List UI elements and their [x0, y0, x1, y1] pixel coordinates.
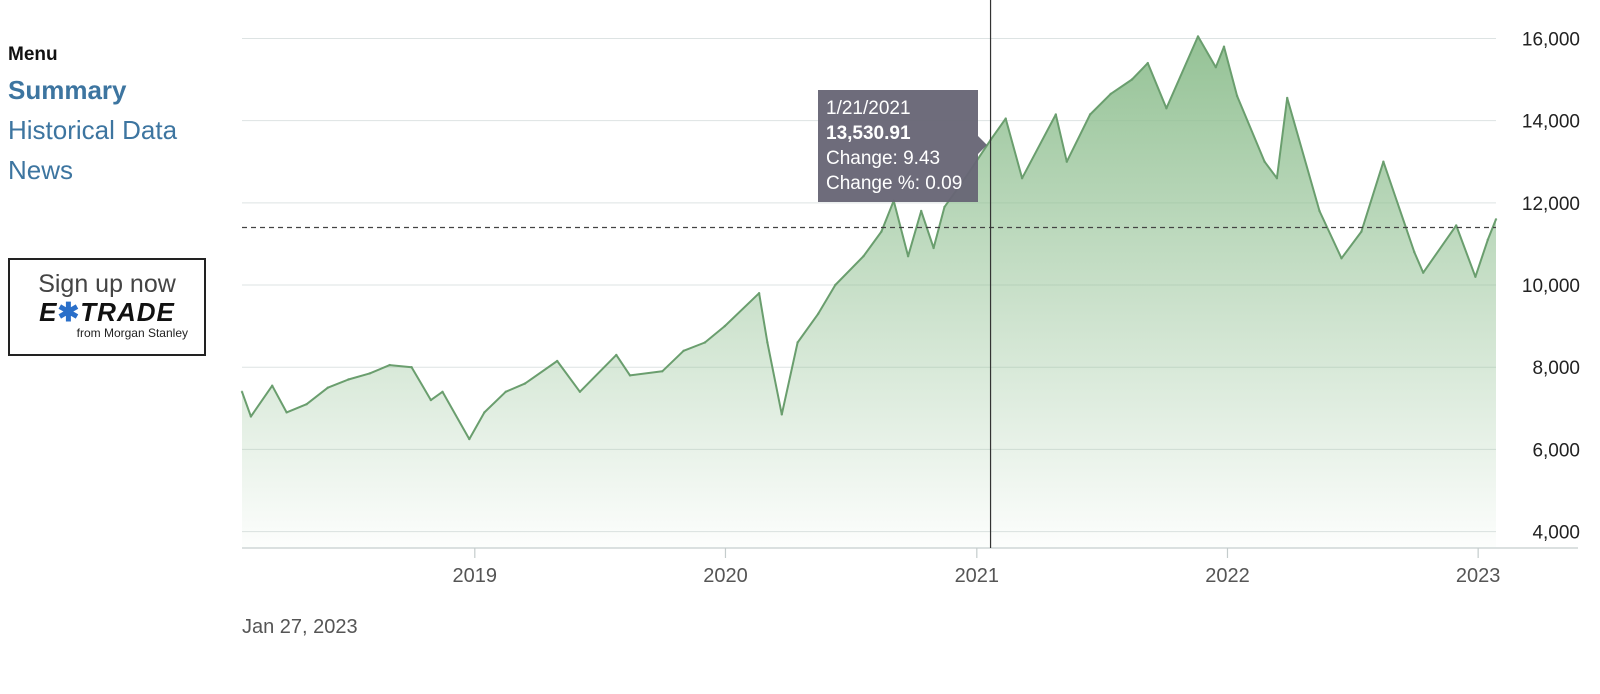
data-point — [1222, 45, 1226, 48]
y-tick-label: 6,000 — [1532, 440, 1580, 461]
etrade-logo: E✱TRADE — [10, 298, 204, 326]
tooltip-arrow — [978, 136, 987, 154]
data-point — [1146, 61, 1150, 65]
data-point — [326, 386, 329, 389]
data-point — [1486, 238, 1490, 241]
menu-heading: Menu — [8, 44, 58, 65]
x-tick-label: 2019 — [453, 565, 498, 587]
data-point — [249, 415, 253, 418]
data-point — [1235, 94, 1239, 98]
data-point — [1318, 209, 1321, 213]
data-point — [347, 378, 350, 381]
menu-item-historical-data[interactable]: Historical Data — [8, 115, 178, 145]
data-point — [1474, 275, 1477, 278]
data-point — [1054, 113, 1058, 116]
data-point — [906, 255, 910, 258]
data-point — [723, 324, 726, 328]
data-point — [271, 384, 274, 387]
data-point — [766, 341, 769, 344]
data-point — [504, 390, 507, 393]
data-point — [1360, 230, 1363, 233]
x-tick-label: 2021 — [955, 565, 1000, 587]
logo-text-right: TRADE — [80, 297, 175, 327]
data-point — [429, 398, 433, 402]
data-point — [483, 411, 486, 414]
data-point — [1422, 271, 1425, 274]
data-point — [1130, 78, 1134, 81]
data-point — [1214, 66, 1218, 69]
x-tick-label: 2022 — [1205, 565, 1250, 587]
y-tick-label: 14,000 — [1522, 112, 1580, 133]
y-tick-label: 12,000 — [1522, 194, 1580, 215]
ad-tagline: from Morgan Stanley — [76, 326, 188, 340]
y-tick-label: 4,000 — [1532, 523, 1580, 544]
etrade-ad-banner[interactable]: Sign up now E✱TRADE from Morgan Stanley — [8, 258, 206, 356]
data-point — [1020, 177, 1024, 180]
data-point — [628, 374, 632, 377]
y-tick-label: 16,000 — [1522, 29, 1580, 50]
data-point — [578, 390, 582, 393]
y-tick-label: 8,000 — [1532, 358, 1580, 379]
sidebar-menu: Menu Summary Historical Data News — [8, 44, 228, 190]
asterisk-star-icon: ✱ — [57, 297, 81, 327]
data-point — [1065, 160, 1069, 163]
tooltip-value: 13,530.91 — [826, 123, 911, 144]
data-point — [880, 230, 883, 233]
ad-cta-text: Sign up now — [38, 270, 176, 298]
data-point — [1165, 107, 1168, 110]
data-point — [817, 312, 820, 315]
data-point — [943, 205, 946, 209]
data-point — [1494, 218, 1498, 221]
data-point — [780, 413, 783, 416]
data-point — [468, 437, 471, 441]
data-point — [1340, 257, 1343, 260]
axis-layer: 4,000 6,000 8,000 10,000 12,000 14,000 16,000 2… — [242, 29, 1580, 587]
as-of-date: Jan 27, 2023 — [242, 616, 358, 638]
logo-text-left: E — [39, 297, 58, 327]
data-point — [1455, 224, 1458, 227]
data-point — [556, 359, 559, 363]
y-tick-label: 10,000 — [1522, 276, 1580, 297]
tooltip-change: Change: 9.43 — [826, 148, 941, 169]
menu-item-news[interactable]: News — [8, 155, 74, 185]
data-point — [368, 372, 371, 375]
tooltip-change-pct: Change %: 0.09 — [826, 173, 963, 194]
data-point — [285, 411, 288, 414]
series-area — [242, 36, 1496, 549]
data-point — [1382, 160, 1385, 163]
tooltip-date: 1/21/2021 — [826, 98, 911, 119]
x-tick-label: 2020 — [703, 565, 748, 587]
data-point — [920, 209, 923, 213]
data-point — [1088, 113, 1092, 116]
data-point — [240, 390, 244, 393]
data-point — [862, 255, 865, 258]
data-point — [796, 341, 799, 344]
data-point — [441, 390, 444, 393]
data-point — [757, 292, 761, 295]
data-point — [388, 363, 391, 367]
data-point — [305, 403, 308, 406]
data-point — [1004, 117, 1007, 120]
data-point — [1413, 250, 1416, 254]
data-point — [1286, 96, 1289, 100]
data-point — [703, 341, 707, 344]
data-point — [523, 382, 527, 385]
data-point — [615, 353, 618, 357]
chart-tooltip: 1/21/2021 13,530.91 Change: 9.43 Change … — [818, 90, 978, 202]
data-point — [834, 283, 837, 287]
data-point — [1275, 177, 1279, 180]
data-point — [410, 366, 413, 369]
x-tick-label: 2023 — [1456, 565, 1501, 587]
menu-item-summary[interactable]: Summary — [8, 75, 127, 105]
data-point — [682, 349, 685, 352]
data-point — [932, 246, 935, 250]
data-point — [1109, 92, 1112, 96]
data-point — [1263, 160, 1266, 163]
data-point — [661, 370, 664, 373]
data-point — [1196, 35, 1200, 38]
